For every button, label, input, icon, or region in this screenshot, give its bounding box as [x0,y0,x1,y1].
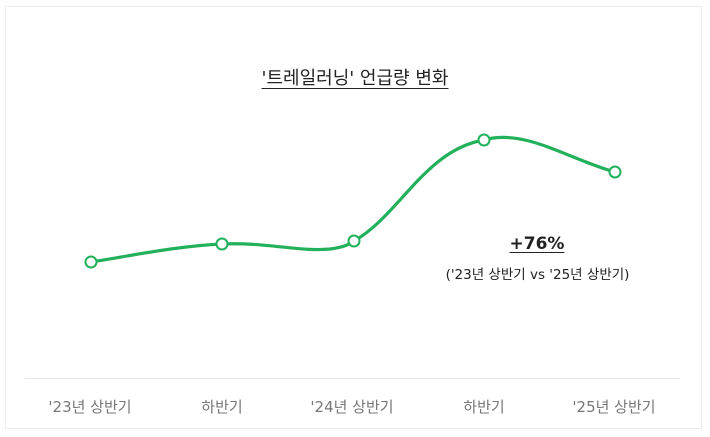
x-axis-line [25,378,680,379]
data-point-4[interactable] [608,165,622,179]
change-percent: +76% [509,234,565,254]
x-label-3: 하반기 [463,398,505,416]
chart-card [5,6,702,429]
x-label-2: '24년 상반기 [310,398,394,416]
comparison-note: ('23년 상반기 vs '25년 상반기) [445,267,630,283]
data-point-0[interactable] [84,255,98,269]
x-label-1: 하반기 [201,398,243,416]
chart-title: '트레일러닝' 언급량 변화 [0,64,710,90]
chart-title-text: '트레일러닝' 언급량 변화 [261,68,449,89]
data-point-1[interactable] [215,237,229,251]
x-label-0: '23년 상반기 [48,398,132,416]
data-point-3[interactable] [477,133,491,147]
data-point-2[interactable] [347,234,361,248]
x-label-4: '25년 상반기 [572,398,656,416]
